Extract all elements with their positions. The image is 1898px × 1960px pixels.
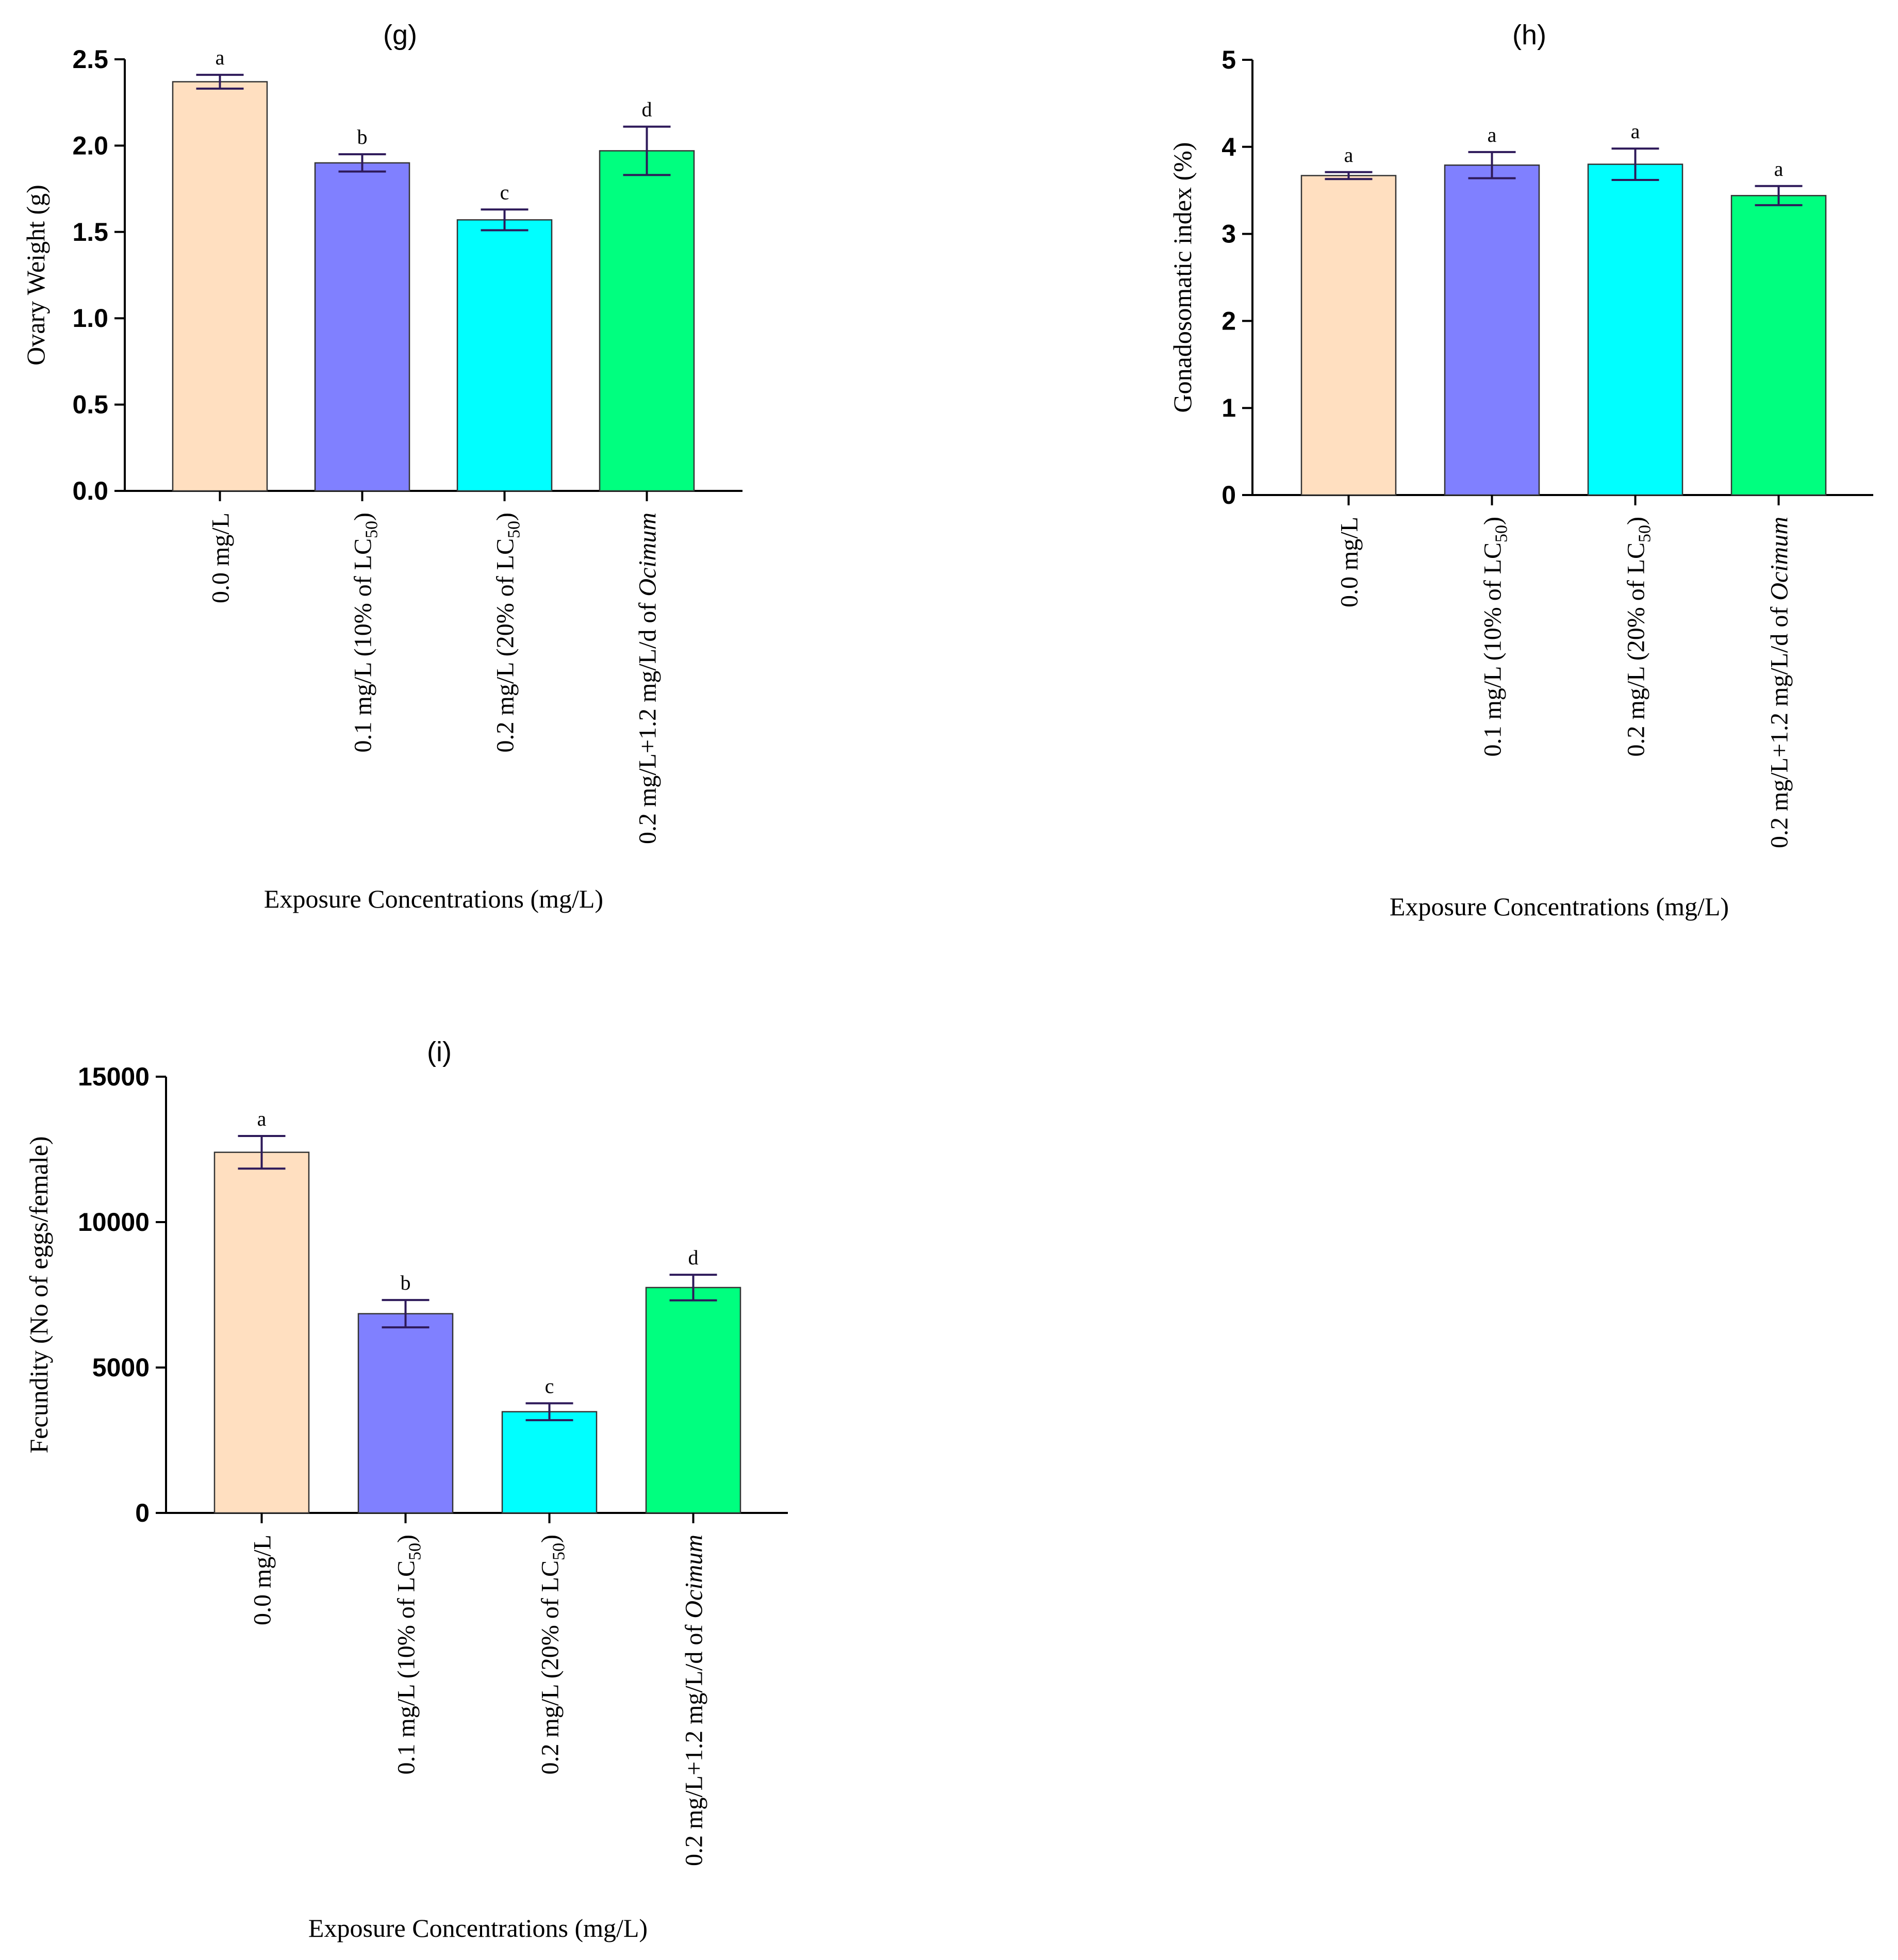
x-tick-label: 0.1 mg/L (10% of LC50) (350, 513, 382, 752)
x-axis-label: Exposure Concentrations (mg/L) (308, 1914, 648, 1942)
bar (172, 81, 268, 492)
y-tick-label: 15000 (78, 1062, 150, 1091)
chart-title: (g) (383, 20, 417, 51)
y-tick-label: 10000 (78, 1208, 150, 1237)
y-tick-label: 2.0 (72, 131, 108, 160)
bar (501, 1411, 598, 1514)
y-tick-label: 0 (1222, 481, 1236, 509)
chart-panel-1: (g) 0.0 0.5 1.0 1.5 2.0 2.5 a 0.0 mg/L b 0.1 mg/L … (21, 20, 742, 913)
significance-letter: a (216, 46, 225, 69)
significance-letter: d (688, 1246, 699, 1269)
bar (645, 1287, 741, 1514)
significance-letter: c (500, 180, 509, 204)
x-tick-label: 0.1 mg/L (10% of LC50) (393, 1535, 425, 1774)
x-tick-label-subscript: 50 (406, 1543, 425, 1560)
x-axis-label: Exposure Concentrations (mg/L) (1390, 892, 1729, 921)
x-tick-label-text: 0.2 mg/L+1.2 mg/L/d of (681, 1619, 708, 1866)
bar (1730, 195, 1827, 496)
x-axis-label: Exposure Concentrations (mg/L) (264, 884, 603, 913)
x-tick-label-text: 0.1 mg/L (10% of LC (1479, 542, 1507, 757)
x-tick-label-text: ) (350, 513, 377, 521)
y-axis-label: Fecundity (No of eggs/female) (24, 1136, 53, 1453)
y-tick-label: 1.5 (72, 218, 108, 246)
bar (213, 1151, 310, 1514)
significance-letter: a (257, 1107, 267, 1130)
bar (314, 162, 410, 492)
x-tick-label-subscript: 50 (362, 521, 382, 538)
x-tick-label: 0.1 mg/L (10% of LC50) (1479, 517, 1511, 756)
bar (456, 219, 553, 492)
x-tick-label-subscript: 50 (505, 521, 524, 538)
x-tick-label-text: 0.2 mg/L (20% of LC (537, 1560, 564, 1775)
y-tick-label: 0.5 (72, 390, 108, 419)
significance-letter: a (1774, 157, 1784, 180)
y-tick-label: 1.0 (72, 304, 108, 333)
chart-panel-3: (i) 0 5000 10000 15000 a 0.0 mg/L b 0.1 mg/L (10… (24, 1036, 788, 1942)
x-tick-label-text: 0.2 mg/L+1.2 mg/L/d of (1766, 601, 1793, 848)
y-axis-label: Ovary Weight (g) (21, 185, 50, 366)
x-tick-label-italic: Ocimum (681, 1535, 708, 1619)
x-tick-label-text: ) (1479, 517, 1507, 525)
significance-letter: a (1631, 120, 1640, 143)
y-tick-label: 2 (1222, 306, 1236, 335)
significance-letter: d (642, 98, 652, 121)
x-tick-label-text: ) (492, 513, 519, 521)
significance-letter: b (401, 1271, 411, 1294)
x-tick-label: 0.0 mg/L (249, 1535, 276, 1625)
x-tick-label: 0.2 mg/L+1.2 mg/L/d of Ocimum (681, 1535, 708, 1866)
x-tick-label-text: 0.1 mg/L (10% of LC (350, 538, 377, 753)
x-tick-label-subscript: 50 (550, 1543, 569, 1560)
x-tick-label: 0.2 mg/L+1.2 mg/L/d of Ocimum (1766, 517, 1793, 848)
x-tick-label-text: 0.0 mg/L (207, 513, 235, 603)
significance-letter: a (1344, 143, 1354, 167)
x-tick-label: 0.0 mg/L (1336, 517, 1363, 607)
significance-letter: b (357, 125, 368, 149)
x-tick-label-text: ) (1623, 517, 1650, 525)
x-tick-label-text: 0.0 mg/L (249, 1535, 276, 1625)
x-tick-label-text: 0.0 mg/L (1336, 517, 1363, 607)
y-tick-label: 0 (135, 1498, 150, 1527)
x-tick-label: 0.2 mg/L (20% of LC50) (537, 1535, 569, 1774)
y-tick-label: 3 (1222, 220, 1236, 249)
bar (1300, 175, 1397, 496)
x-tick-label: 0.0 mg/L (207, 513, 235, 603)
x-tick-label-text: ) (537, 1535, 564, 1543)
y-tick-label: 1 (1222, 393, 1236, 422)
significance-letter: a (1488, 123, 1497, 146)
y-tick-label: 5000 (92, 1353, 150, 1382)
y-axis-label: Gonadosomatic index (%) (1168, 142, 1197, 413)
chart-title: (i) (427, 1036, 452, 1067)
bar (1587, 163, 1684, 496)
bar (357, 1313, 454, 1514)
x-tick-label-text: 0.2 mg/L+1.2 mg/L/d of (634, 597, 662, 844)
y-tick-label: 5 (1222, 45, 1236, 74)
x-tick-label: 0.2 mg/L (20% of LC50) (492, 513, 524, 752)
x-tick-label: 0.2 mg/L+1.2 mg/L/d of Ocimum (634, 513, 662, 844)
y-tick-label: 2.5 (72, 45, 108, 74)
x-tick-label-italic: Ocimum (634, 513, 662, 597)
x-tick-label-text: 0.2 mg/L (20% of LC (1623, 542, 1650, 757)
x-tick-label-text: ) (393, 1535, 420, 1543)
bar (599, 150, 695, 492)
x-tick-label-subscript: 50 (1636, 525, 1655, 542)
x-tick-label: 0.2 mg/L (20% of LC50) (1623, 517, 1655, 756)
x-tick-label-italic: Ocimum (1766, 517, 1793, 601)
y-tick-label: 0.0 (72, 476, 108, 505)
x-tick-label-text: 0.2 mg/L (20% of LC (492, 538, 519, 753)
significance-letter: c (545, 1374, 554, 1397)
bar (1444, 164, 1540, 496)
chart-title: (h) (1512, 20, 1546, 51)
y-tick-label: 4 (1222, 133, 1236, 161)
x-tick-label-subscript: 50 (1492, 525, 1511, 542)
x-tick-label-text: 0.1 mg/L (10% of LC (393, 1560, 420, 1775)
